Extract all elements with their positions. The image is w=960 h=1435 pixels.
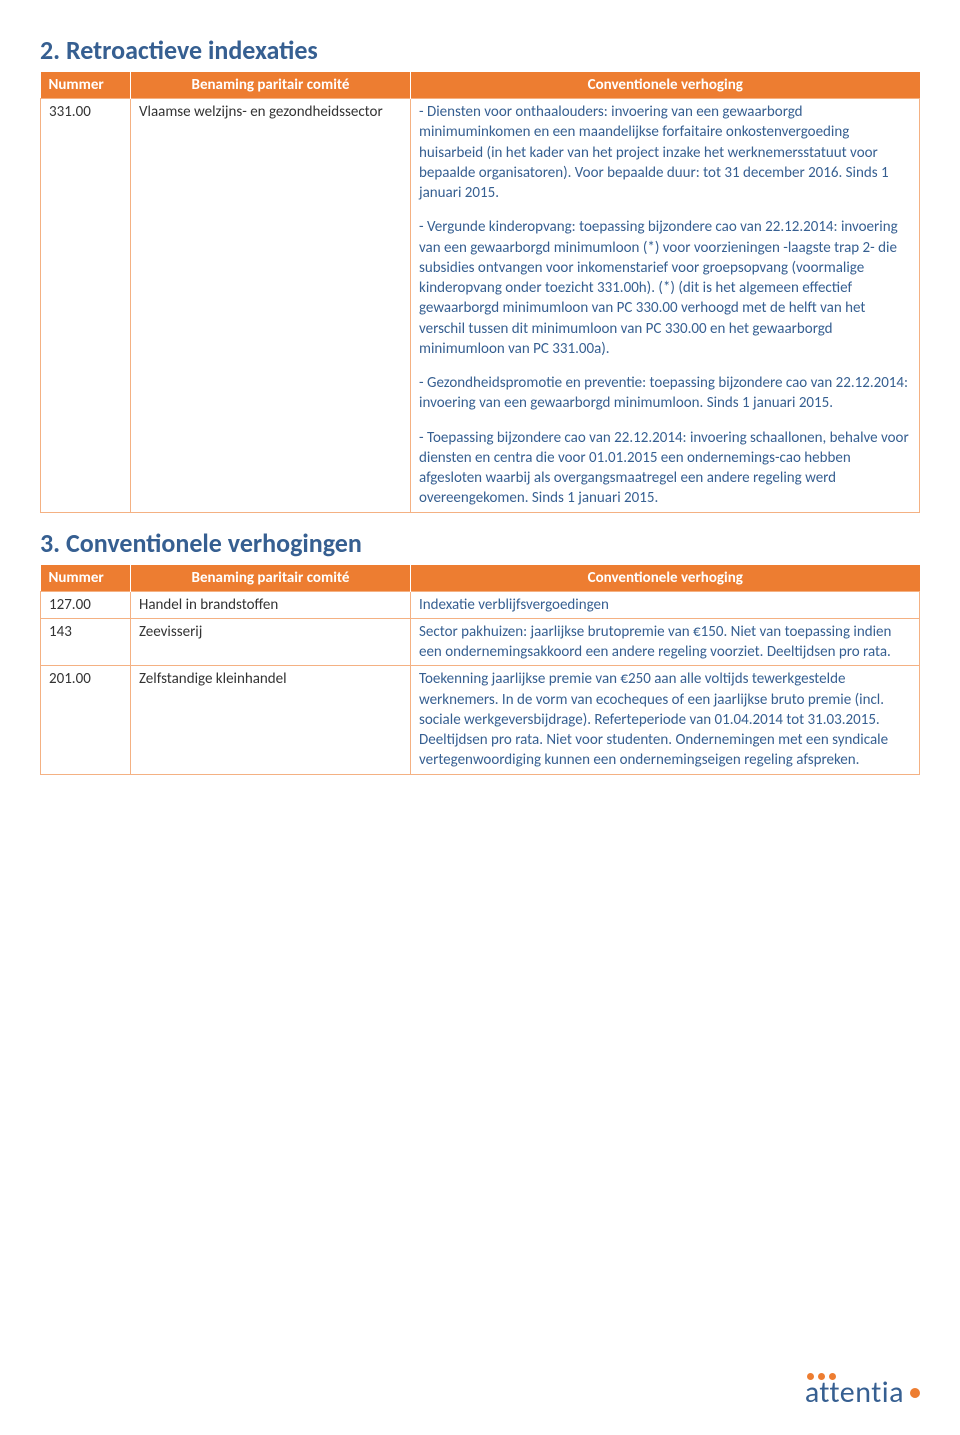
col-verhoging: Conventionele verhoging	[411, 72, 920, 99]
section3-title: 3. Conventionele verhogingen	[40, 527, 920, 559]
table-row: 127.00 Handel in brandstoffen Indexatie …	[41, 591, 920, 618]
cell-num: 201.00	[41, 666, 131, 774]
col-verhoging: Conventionele verhoging	[411, 565, 920, 592]
cell-desc: Indexatie verblijfsvergoedingen	[411, 591, 920, 618]
cell-desc: Toekenning jaarlijkse premie van €250 aa…	[411, 666, 920, 774]
table-row: 201.00 Zelfstandige kleinhandel Toekenni…	[41, 666, 920, 774]
attentia-logo: attentia	[805, 1373, 920, 1411]
table-row: 331.00 Vlaamse welzijns- en gezondheidss…	[41, 99, 920, 513]
col-nummer: Nummer	[41, 72, 131, 99]
conv-verhoging-table: Nummer Benaming paritair comité Conventi…	[40, 565, 920, 775]
desc-para: - Toepassing bijzondere cao van 22.12.20…	[419, 428, 911, 509]
cell-name: Vlaamse welzijns- en gezondheidssector	[131, 99, 411, 513]
cell-name: Zeevisserij	[131, 618, 411, 666]
cell-num: 143	[41, 618, 131, 666]
retro-index-table: Nummer Benaming paritair comité Conventi…	[40, 72, 920, 513]
cell-name: Zelfstandige kleinhandel	[131, 666, 411, 774]
table-header-row: Nummer Benaming paritair comité Conventi…	[41, 565, 920, 592]
cell-desc: Sector pakhuizen: jaarlijkse brutopremie…	[411, 618, 920, 666]
col-benaming: Benaming paritair comité	[131, 72, 411, 99]
table-header-row: Nummer Benaming paritair comité Conventi…	[41, 72, 920, 99]
col-nummer: Nummer	[41, 565, 131, 592]
logo-word-text: attentia	[805, 1374, 904, 1411]
col-benaming: Benaming paritair comité	[131, 565, 411, 592]
logo-text: attentia	[805, 1374, 920, 1411]
desc-para: - Gezondheidspromotie en preventie: toep…	[419, 373, 911, 414]
cell-num: 331.00	[41, 99, 131, 513]
section2-title: 2. Retroactieve indexaties	[40, 34, 920, 66]
table-row: 143 Zeevisserij Sector pakhuizen: jaarli…	[41, 618, 920, 666]
logo-dot-icon	[910, 1388, 920, 1398]
cell-name: Handel in brandstoffen	[131, 591, 411, 618]
cell-desc: - Diensten voor onthaalouders: invoering…	[411, 99, 920, 513]
desc-para: - Vergunde kinderopvang: toepassing bijz…	[419, 217, 911, 359]
desc-para: - Diensten voor onthaalouders: invoering…	[419, 102, 911, 203]
cell-num: 127.00	[41, 591, 131, 618]
